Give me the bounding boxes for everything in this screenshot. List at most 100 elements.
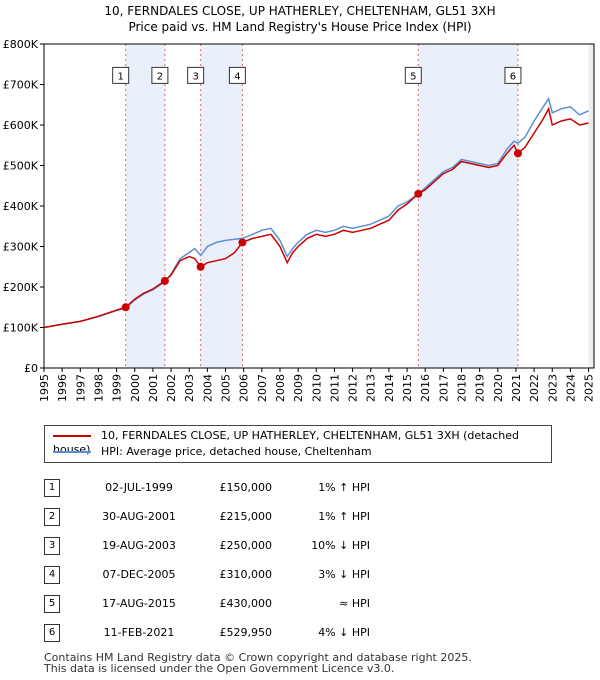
x-tick-label: 2016 [419,374,432,402]
x-tick-label: 1999 [111,374,124,402]
transaction-point [238,238,247,247]
transaction-badge [187,66,205,84]
x-tick-label: 2003 [183,374,196,402]
transaction-hpi-comparison: 1% ↑ HPI [318,510,370,523]
x-tick-label: 2004 [201,374,214,402]
y-tick-label: £800K [3,38,39,51]
x-tick-label: 2000 [129,374,142,402]
transaction-badge-label: 5 [410,71,416,82]
legend-label-hpi: HPI: Average price, detached house, Chel… [101,445,372,458]
transaction-hpi-comparison: ≈ HPI [339,597,370,610]
transaction-date: 11-FEB-2021 [103,626,175,639]
x-tick-label: 2001 [147,374,160,402]
legend-entry-hpi: HPI: Average price, detached house, Chel… [53,445,372,459]
property-series-line [43,106,589,329]
chart-legend: 10, FERNDALES CLOSE, UP HATHERLEY, CHELT… [44,425,552,463]
x-tick-label: 2017 [437,374,450,402]
chart-title-line1: 10, FERNDALES CLOSE, UP HATHERLEY, CHELT… [104,4,496,18]
x-tick-label: 2023 [546,374,559,402]
x-tick-label: 2013 [365,374,378,402]
y-tick-label: £100K [3,322,39,335]
y-tick-label: £500K [3,160,39,173]
transaction-row: 4 07-DEC-2005 £310,000 3% ↓ HPI [44,560,370,589]
transaction-price: £215,000 [219,510,273,523]
legend-swatch-hpi [53,451,91,453]
transaction-badge [504,66,522,84]
transaction-row: 2 30-AUG-2001 £215,000 1% ↑ HPI [44,502,370,531]
transaction-point [513,149,522,158]
x-tick-label: 2005 [220,374,233,402]
x-tick-label: 2021 [510,374,523,402]
transaction-number: 2 [44,507,60,526]
x-tick-label: 2002 [165,374,178,402]
x-tick-label: 2022 [528,374,541,402]
transaction-number: 4 [44,565,60,584]
x-tick-label: 1997 [74,374,87,402]
legend-entry-property: 10, FERNDALES CLOSE, UP HATHERLEY, CHELT… [53,429,551,456]
chart-title-line2: Price paid vs. HM Land Registry's House … [128,20,472,34]
transaction-number: 5 [44,594,60,613]
forecast-hatch [588,44,594,368]
x-tick-label: 2012 [347,374,360,402]
transaction-row: 1 02-JUL-1999 £150,000 1% ↑ HPI [44,473,370,502]
footer-copyright: Contains HM Land Registry data © Crown c… [44,651,472,664]
y-tick-label: £700K [3,79,39,92]
x-tick-label: 2014 [383,374,396,402]
transaction-badge-label: 6 [510,71,516,82]
x-tick-label: 2015 [401,374,414,402]
x-tick-label: 2009 [292,374,305,402]
transaction-badge [404,66,422,84]
transaction-point [121,303,130,312]
transaction-hpi-comparison: 3% ↓ HPI [318,568,370,581]
x-tick-label: 2010 [310,374,323,402]
transaction-badge-label: 1 [117,71,123,82]
x-tick-label: 2011 [328,374,341,402]
x-tick-label: 2008 [274,374,287,402]
transaction-row: 6 11-FEB-2021 £529,950 4% ↓ HPI [44,618,370,647]
x-tick-label: 1995 [38,374,51,402]
y-tick-label: £400K [3,200,39,213]
transaction-badge [228,66,246,84]
transaction-price: £150,000 [219,481,273,494]
y-tick-label: £300K [3,241,39,254]
transaction-point [196,262,205,271]
y-tick-label: £0 [24,362,38,375]
transaction-hpi-comparison: 10% ↓ HPI [311,539,370,552]
ownership-span [200,44,243,368]
x-tick-label: 2025 [583,374,596,402]
transaction-number: 3 [44,536,60,555]
transaction-badge [112,66,130,84]
x-tick-label: 2006 [238,374,251,402]
transaction-badge [151,66,169,84]
x-tick-label: 2007 [256,374,269,402]
ownership-span [125,44,165,368]
price-chart: £0 £100K £200K £300K £400K £500K £600K £700K £80… [3,38,596,402]
ownership-span [418,44,518,368]
y-tick-label: £200K [3,281,39,294]
legend-swatch-property [53,435,91,437]
x-tick-label: 2024 [564,374,577,402]
transaction-badge-label: 4 [234,71,240,82]
transactions-table: 1 02-JUL-1999 £150,000 1% ↑ HPI 2 30-AUG-2001… [44,473,370,647]
transaction-date: 30-AUG-2001 [102,510,176,523]
transaction-badge-label: 2 [157,71,163,82]
x-tick-label: 2020 [492,374,505,402]
transaction-price: £430,000 [219,597,273,610]
y-tick-label: £600K [3,119,39,132]
transaction-badge-label: 3 [192,71,198,82]
transaction-number: 1 [44,478,60,497]
footer-licence: This data is licensed under the Open Gov… [44,662,395,675]
transaction-point [160,276,169,285]
transaction-point [414,189,423,198]
transaction-date: 19-AUG-2003 [102,539,176,552]
x-tick-label: 1998 [92,374,105,402]
transaction-price: £529,950 [219,626,273,639]
transaction-price: £250,000 [219,539,273,552]
transaction-row: 3 19-AUG-2003 £250,000 10% ↓ HPI [44,531,370,560]
x-tick-label: 2018 [455,374,468,402]
transaction-hpi-comparison: 4% ↓ HPI [318,626,370,639]
transaction-date: 17-AUG-2015 [102,597,176,610]
x-tick-label: 1996 [56,374,69,402]
x-tick-label: 2019 [474,374,487,402]
transaction-date: 02-JUL-1999 [105,481,173,494]
